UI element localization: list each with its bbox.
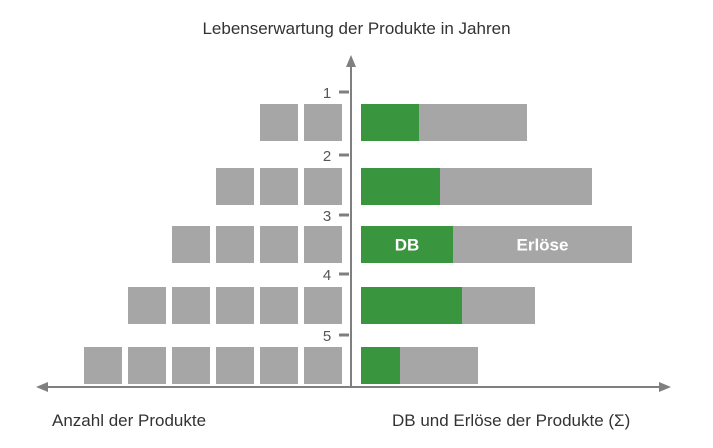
product-square-row3-2 (260, 226, 298, 263)
product-square-row5-1 (304, 347, 342, 384)
x-axis-right-arrow (659, 382, 671, 392)
product-square-row1-2 (260, 104, 298, 141)
chart-title: Lebenserwartung der Produkte in Jahren (202, 19, 511, 38)
y-tick-label-3: 3 (323, 208, 331, 225)
product-square-row1-1 (304, 104, 342, 141)
db-bar-label: DB (395, 236, 420, 255)
db-bar-1 (361, 104, 419, 141)
product-square-row2-1 (304, 168, 342, 205)
product-square-row4-4 (172, 287, 210, 324)
db-bar-2 (361, 168, 440, 205)
product-square-row2-2 (260, 168, 298, 205)
y-tick-label-1: 1 (323, 85, 331, 102)
product-square-row5-3 (216, 347, 254, 384)
y-tick-label-2: 2 (323, 148, 331, 165)
product-square-row4-2 (260, 287, 298, 324)
db-bar-4 (361, 287, 462, 324)
y-tick-label-5: 5 (323, 328, 331, 345)
product-square-row4-5 (128, 287, 166, 324)
y-axis-arrow (346, 55, 356, 67)
db-bar-5 (361, 347, 400, 384)
product-square-row4-3 (216, 287, 254, 324)
product-square-row5-2 (260, 347, 298, 384)
product-square-row3-4 (172, 226, 210, 263)
product-square-row5-6 (84, 347, 122, 384)
x-axis-label-left: Anzahl der Produkte (52, 411, 207, 430)
product-square-row3-1 (304, 226, 342, 263)
y-tick-label-4: 4 (323, 267, 331, 284)
x-axis-label-right: DB und Erlöse der Produkte (Σ) (392, 411, 631, 430)
product-square-row2-3 (216, 168, 254, 205)
x-axis-left-arrow (36, 382, 48, 392)
product-square-row4-1 (304, 287, 342, 324)
erloese-bar-label: Erlöse (517, 236, 569, 255)
product-square-row5-4 (172, 347, 210, 384)
product-square-row3-3 (216, 226, 254, 263)
db-bar-3 (361, 226, 453, 263)
product-square-row5-5 (128, 347, 166, 384)
